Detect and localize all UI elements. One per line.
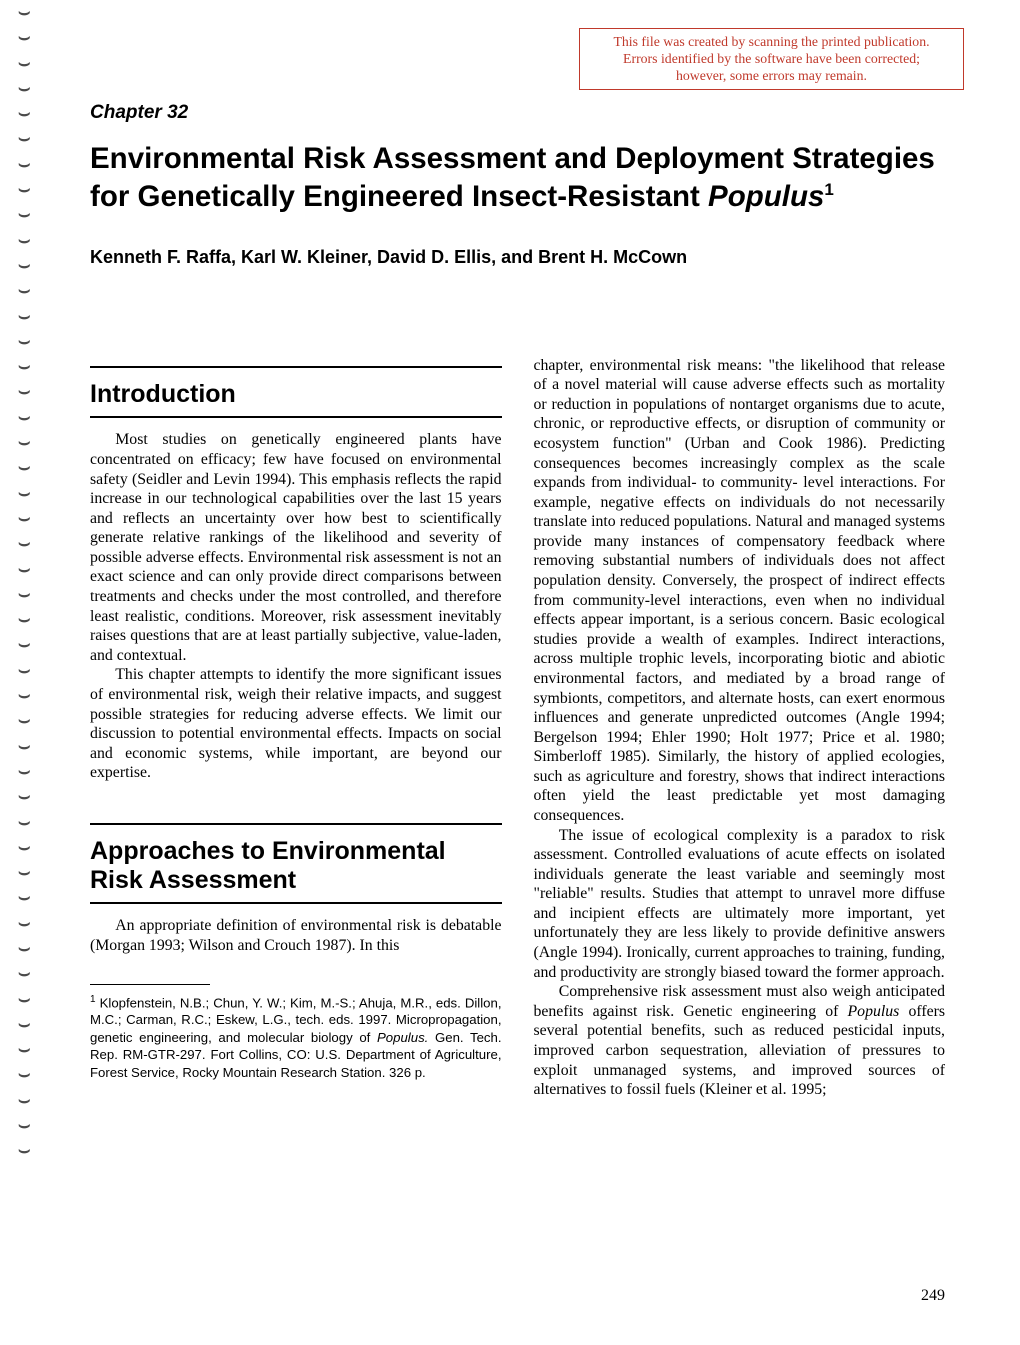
scan-warning-line1: This file was created by scanning the pr…	[613, 34, 929, 49]
right-paragraph-1: chapter, environmental risk means: "the …	[534, 356, 946, 826]
binding-mark-icon: ⌣	[18, 587, 34, 603]
introduction-body: Most studies on genetically engineered p…	[90, 430, 502, 782]
binding-mark-icon: ⌣	[18, 157, 34, 173]
binding-mark-icon: ⌣	[18, 233, 34, 249]
binding-mark-icon: ⌣	[18, 309, 34, 325]
binding-mark-icon: ⌣	[18, 486, 34, 502]
two-column-layout: Introduction Most studies on genetically…	[90, 356, 945, 1100]
intro-paragraph-2: This chapter attempts to identify the mo…	[90, 665, 502, 782]
binding-mark-icon: ⌣	[18, 890, 34, 906]
title-footnote-ref: 1	[824, 181, 833, 200]
binding-mark-icon: ⌣	[18, 865, 34, 881]
section-rule	[90, 902, 502, 904]
section-rule	[90, 416, 502, 418]
binding-mark-icon: ⌣	[18, 283, 34, 299]
binding-mark-icon: ⌣	[18, 1042, 34, 1058]
footnote-rule	[90, 984, 210, 985]
footnote-citation: 1 Klopfenstein, N.B.; Chun, Y. W.; Kim, …	[90, 993, 502, 1082]
scan-warning-banner: This file was created by scanning the pr…	[579, 28, 964, 90]
binding-mark-icon: ⌣	[18, 334, 34, 350]
binding-mark-icon: ⌣	[18, 258, 34, 274]
binding-mark-icon: ⌣	[18, 992, 34, 1008]
binding-mark-icon: ⌣	[18, 182, 34, 198]
paper-title: Environmental Risk Assessment and Deploy…	[90, 140, 945, 217]
binding-mark-icon: ⌣	[18, 612, 34, 628]
binding-mark-icon: ⌣	[18, 916, 34, 932]
binding-holes: ⌣ ⌣ ⌣ ⌣ ⌣ ⌣ ⌣ ⌣ ⌣ ⌣ ⌣ ⌣ ⌣ ⌣ ⌣ ⌣ ⌣ ⌣ ⌣ ⌣ ⌣ ⌣ ⌣ ⌣ ⌣ ⌣ ⌣ ⌣ ⌣ ⌣ ⌣ ⌣ ⌣ ⌣ ⌣ ⌣ ⌣ ⌣ ⌣ ⌣…	[18, 5, 34, 1159]
binding-mark-icon: ⌣	[18, 789, 34, 805]
heading-introduction: Introduction	[90, 380, 502, 409]
right-column: chapter, environmental risk means: "the …	[534, 356, 946, 1100]
section-rule	[90, 823, 502, 825]
binding-mark-icon: ⌣	[18, 511, 34, 527]
binding-mark-icon: ⌣	[18, 30, 34, 46]
binding-mark-icon: ⌣	[18, 460, 34, 476]
binding-mark-icon: ⌣	[18, 5, 34, 21]
left-column: Introduction Most studies on genetically…	[90, 356, 502, 1100]
authors-line: Kenneth F. Raffa, Karl W. Kleiner, David…	[90, 247, 945, 268]
binding-mark-icon: ⌣	[18, 359, 34, 375]
binding-mark-icon: ⌣	[18, 536, 34, 552]
binding-mark-icon: ⌣	[18, 131, 34, 147]
scan-warning-line2: Errors identified by the software have b…	[623, 51, 920, 66]
binding-mark-icon: ⌣	[18, 713, 34, 729]
binding-mark-icon: ⌣	[18, 106, 34, 122]
right-paragraph-3: Comprehensive risk assessment must also …	[534, 982, 946, 1099]
scan-warning-line3: however, some errors may remain.	[676, 68, 867, 83]
binding-mark-icon: ⌣	[18, 663, 34, 679]
binding-mark-icon: ⌣	[18, 56, 34, 72]
binding-mark-icon: ⌣	[18, 1017, 34, 1033]
footnote-genus: Populus.	[377, 1030, 428, 1045]
binding-mark-icon: ⌣	[18, 435, 34, 451]
binding-mark-icon: ⌣	[18, 384, 34, 400]
page-number: 249	[921, 1287, 945, 1305]
binding-mark-icon: ⌣	[18, 81, 34, 97]
approaches-paragraph-1: An appropriate definition of environment…	[90, 916, 502, 955]
approaches-body: An appropriate definition of environment…	[90, 916, 502, 955]
binding-mark-icon: ⌣	[18, 739, 34, 755]
right-p3-genus: Populus	[848, 1003, 900, 1020]
binding-mark-icon: ⌣	[18, 1093, 34, 1109]
binding-mark-icon: ⌣	[18, 1143, 34, 1159]
binding-mark-icon: ⌣	[18, 815, 34, 831]
binding-mark-icon: ⌣	[18, 562, 34, 578]
heading-approaches: Approaches to Environmental Risk Assessm…	[90, 837, 502, 895]
right-paragraph-2: The issue of ecological complexity is a …	[534, 826, 946, 983]
binding-mark-icon: ⌣	[18, 764, 34, 780]
section-rule	[90, 366, 502, 368]
binding-mark-icon: ⌣	[18, 688, 34, 704]
binding-mark-icon: ⌣	[18, 637, 34, 653]
binding-mark-icon: ⌣	[18, 840, 34, 856]
intro-paragraph-1: Most studies on genetically engineered p…	[90, 430, 502, 665]
title-genus: Populus	[708, 180, 824, 213]
binding-mark-icon: ⌣	[18, 966, 34, 982]
binding-mark-icon: ⌣	[18, 941, 34, 957]
binding-mark-icon: ⌣	[18, 1067, 34, 1083]
binding-mark-icon: ⌣	[18, 207, 34, 223]
binding-mark-icon: ⌣	[18, 1118, 34, 1134]
binding-mark-icon: ⌣	[18, 410, 34, 426]
chapter-label: Chapter 32	[90, 102, 945, 124]
